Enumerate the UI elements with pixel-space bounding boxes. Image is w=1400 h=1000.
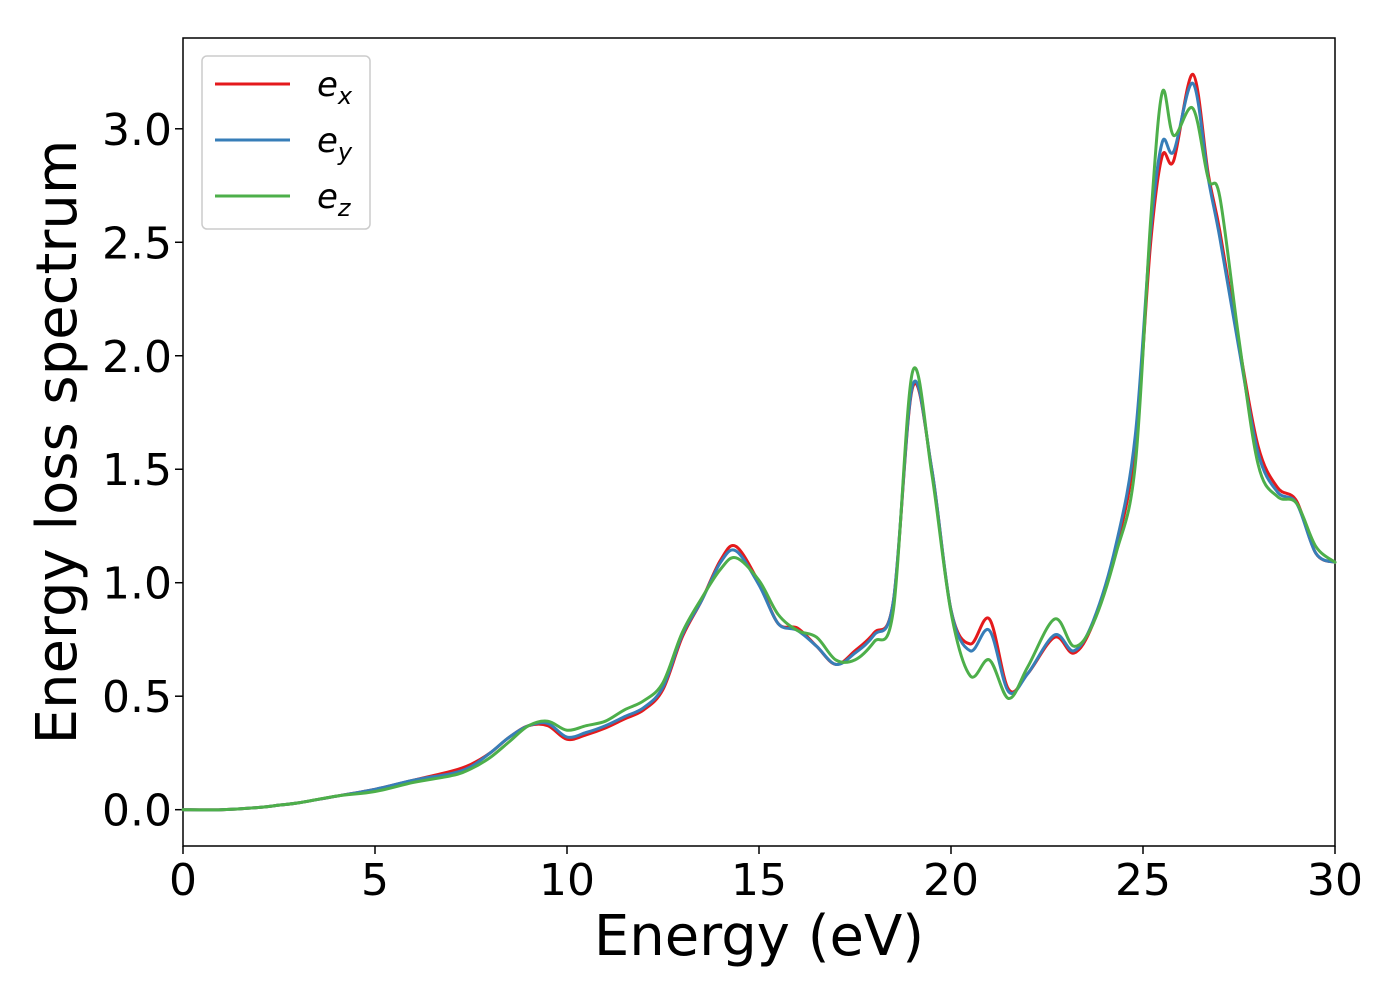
x-tick-label: 5 [361, 855, 389, 906]
series-line-ey [181, 81, 1337, 812]
legend-label-subscript: z [337, 194, 352, 222]
x-tick-label: 30 [1307, 855, 1363, 906]
y-tick-label: 3.0 [102, 105, 172, 156]
legend-label-base: e [317, 121, 338, 161]
legend-label-ex: ex [317, 65, 353, 110]
y-tick-label: 2.5 [102, 218, 172, 269]
y-axis-ticks: 0.0 0.5 1.0 1.5 2.0 2.5 3.0 [102, 105, 183, 837]
legend-label-base: e [317, 65, 338, 105]
x-tick-label: 25 [1115, 855, 1171, 906]
legend-label-base: e [317, 177, 338, 217]
y-tick-label: 2.0 [102, 332, 172, 383]
y-tick-label: 1.5 [102, 445, 172, 496]
legend-label-subscript: x [337, 82, 353, 110]
x-tick-label: 20 [923, 855, 979, 906]
series-lines [181, 72, 1337, 812]
x-tick-label: 10 [539, 855, 595, 906]
x-tick-label: 0 [169, 855, 197, 906]
y-axis-title: Energy loss spectrum [25, 140, 90, 745]
x-axis-title: Energy (eV) [594, 904, 924, 969]
x-tick-label: 15 [731, 855, 787, 906]
y-tick-label: 0.5 [102, 672, 172, 723]
legend-label-subscript: y [337, 138, 353, 166]
legend-label-ey: ey [317, 121, 353, 166]
y-tick-label: 0.0 [102, 786, 172, 837]
series-line-ez [181, 88, 1337, 812]
legend-label-ez: ez [317, 177, 352, 222]
x-axis-ticks: 0 5 10 15 20 25 30 [169, 846, 1363, 906]
y-tick-label: 1.0 [102, 559, 172, 610]
legend-box [201, 55, 371, 230]
